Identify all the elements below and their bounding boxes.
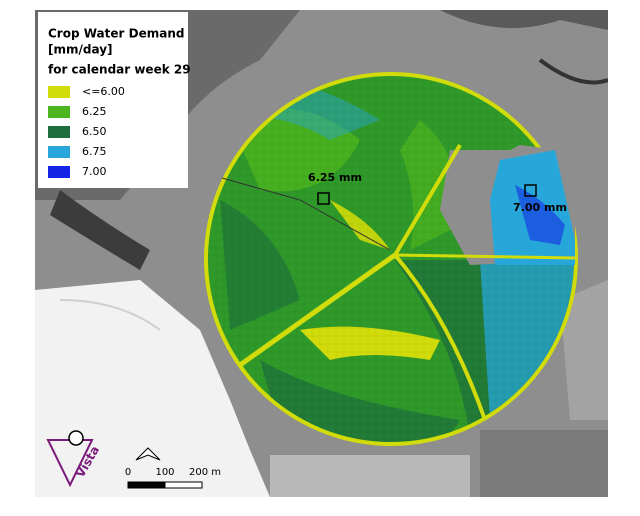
legend-label: 6.50: [82, 125, 107, 138]
scale-segment: [164, 481, 203, 489]
legend-label: 6.25: [82, 105, 107, 118]
legend-swatch: [48, 146, 70, 158]
legend-title: for calendar week 29: [48, 63, 191, 77]
scale-bar: 0 100 200 m: [125, 447, 221, 489]
sample-box: [524, 184, 537, 197]
legend: Crop Water Demand [mm/day] for calendar …: [38, 12, 191, 188]
legend-title: Crop Water Demand: [48, 27, 184, 41]
legend-swatch: [48, 166, 70, 178]
legend-swatch: [48, 86, 70, 98]
scale-label: 0: [125, 467, 131, 478]
legend-label: 7.00: [82, 165, 107, 178]
legend-title: [mm/day]: [48, 43, 113, 57]
sample-box: [317, 192, 330, 205]
legend-swatch: [48, 126, 70, 138]
north-arrow: [135, 447, 161, 461]
legend-items: <=6.00 6.25 6.50 6.75 7.00: [48, 85, 125, 178]
scale-segment: [127, 481, 166, 489]
annotation: 6.25 mm: [308, 171, 362, 184]
scale-label: 100: [155, 467, 174, 478]
scale-label: 200 m: [189, 467, 221, 478]
legend-label: <=6.00: [82, 85, 125, 98]
crop-field: 6.25 mm 7.00 mm: [204, 72, 578, 446]
legend-box: [38, 12, 188, 188]
annotation: 7.00 mm: [513, 201, 567, 214]
legend-swatch: [48, 106, 70, 118]
legend-label: 6.75: [82, 145, 107, 158]
